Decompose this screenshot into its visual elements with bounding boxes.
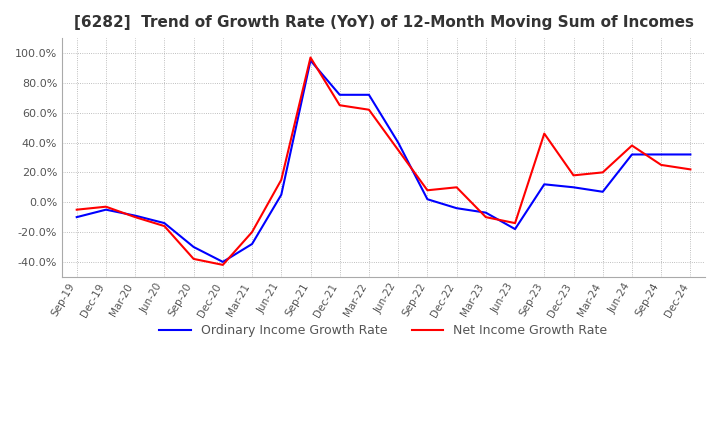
- Ordinary Income Growth Rate: [540, 182, 549, 187]
- Ordinary Income Growth Rate: [131, 213, 140, 218]
- Net Income Growth Rate: [598, 170, 607, 175]
- Net Income Growth Rate: [570, 173, 578, 178]
- Ordinary Income Growth Rate: [657, 152, 665, 157]
- Line: Ordinary Income Growth Rate: Ordinary Income Growth Rate: [77, 60, 690, 262]
- Ordinary Income Growth Rate: [218, 259, 227, 264]
- Net Income Growth Rate: [423, 187, 432, 193]
- Net Income Growth Rate: [160, 224, 168, 229]
- Ordinary Income Growth Rate: [364, 92, 373, 97]
- Net Income Growth Rate: [482, 214, 490, 220]
- Net Income Growth Rate: [189, 256, 198, 261]
- Ordinary Income Growth Rate: [160, 220, 168, 226]
- Ordinary Income Growth Rate: [570, 185, 578, 190]
- Net Income Growth Rate: [131, 214, 140, 220]
- Net Income Growth Rate: [73, 207, 81, 213]
- Title: [6282]  Trend of Growth Rate (YoY) of 12-Month Moving Sum of Incomes: [6282] Trend of Growth Rate (YoY) of 12-…: [73, 15, 693, 30]
- Ordinary Income Growth Rate: [598, 189, 607, 194]
- Net Income Growth Rate: [102, 204, 110, 209]
- Ordinary Income Growth Rate: [482, 210, 490, 215]
- Net Income Growth Rate: [452, 185, 461, 190]
- Net Income Growth Rate: [277, 177, 286, 183]
- Ordinary Income Growth Rate: [394, 140, 402, 145]
- Net Income Growth Rate: [510, 220, 519, 226]
- Ordinary Income Growth Rate: [277, 192, 286, 198]
- Ordinary Income Growth Rate: [306, 58, 315, 63]
- Net Income Growth Rate: [306, 55, 315, 60]
- Net Income Growth Rate: [248, 229, 256, 235]
- Ordinary Income Growth Rate: [628, 152, 636, 157]
- Net Income Growth Rate: [657, 162, 665, 168]
- Line: Net Income Growth Rate: Net Income Growth Rate: [77, 58, 690, 265]
- Net Income Growth Rate: [364, 107, 373, 112]
- Net Income Growth Rate: [540, 131, 549, 136]
- Legend: Ordinary Income Growth Rate, Net Income Growth Rate: Ordinary Income Growth Rate, Net Income …: [155, 319, 613, 342]
- Net Income Growth Rate: [686, 167, 695, 172]
- Ordinary Income Growth Rate: [189, 244, 198, 249]
- Net Income Growth Rate: [394, 147, 402, 153]
- Ordinary Income Growth Rate: [686, 152, 695, 157]
- Ordinary Income Growth Rate: [336, 92, 344, 97]
- Ordinary Income Growth Rate: [102, 207, 110, 213]
- Ordinary Income Growth Rate: [248, 242, 256, 247]
- Net Income Growth Rate: [336, 103, 344, 108]
- Ordinary Income Growth Rate: [73, 214, 81, 220]
- Ordinary Income Growth Rate: [510, 227, 519, 232]
- Ordinary Income Growth Rate: [452, 205, 461, 211]
- Ordinary Income Growth Rate: [423, 197, 432, 202]
- Net Income Growth Rate: [628, 143, 636, 148]
- Net Income Growth Rate: [218, 262, 227, 268]
